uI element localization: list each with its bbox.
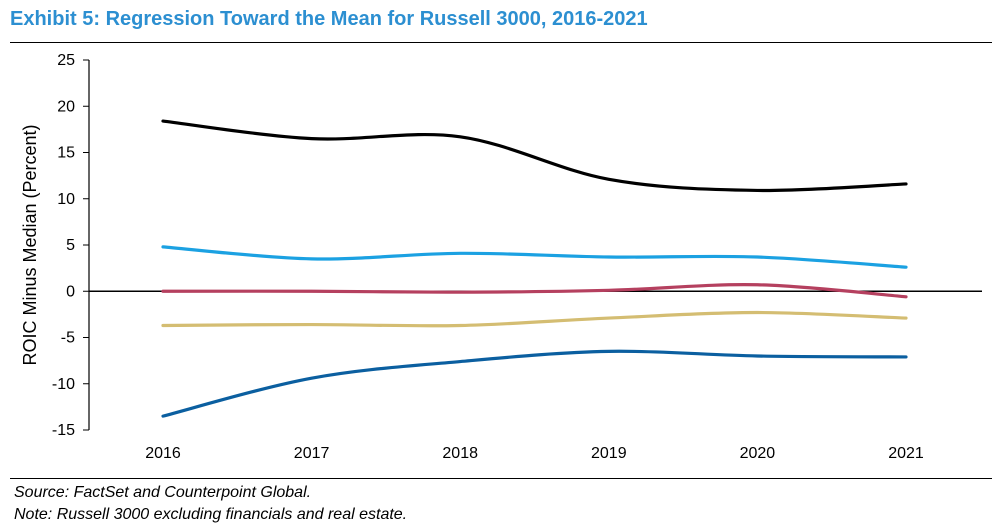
y-tick-label: 25 — [57, 52, 75, 69]
y-tick-label: 5 — [66, 237, 75, 254]
y-axis-label: ROIC Minus Median (Percent) — [20, 124, 40, 365]
y-tick-label: 20 — [57, 98, 75, 115]
x-tick-label: 2017 — [294, 445, 330, 462]
y-tick-label: -10 — [52, 376, 75, 393]
source-note: Source: FactSet and Counterpoint Global. — [14, 484, 312, 501]
y-tick-label: -15 — [52, 422, 75, 439]
series-line-3 — [161, 283, 908, 299]
series-line-5 — [161, 349, 908, 418]
y-tick-label: 0 — [66, 283, 75, 300]
x-tick-label: 2019 — [591, 445, 627, 462]
footer-divider — [10, 478, 992, 479]
title-divider — [10, 42, 992, 43]
chart-title: Exhibit 5: Regression Toward the Mean fo… — [10, 8, 648, 30]
x-tick-label: 2016 — [145, 445, 181, 462]
series-line-2 — [161, 245, 908, 269]
series-line-1 — [161, 119, 908, 193]
x-tick-label: 2020 — [740, 445, 776, 462]
y-tick-label: 15 — [57, 145, 75, 162]
x-tick-label: 2021 — [888, 445, 924, 462]
footnote: Note: Russell 3000 excluding financials … — [14, 506, 408, 523]
y-tick-label: -5 — [61, 330, 75, 347]
y-tick-label: 10 — [57, 191, 75, 208]
x-tick-label: 2018 — [442, 445, 478, 462]
series-line-4 — [161, 310, 908, 328]
